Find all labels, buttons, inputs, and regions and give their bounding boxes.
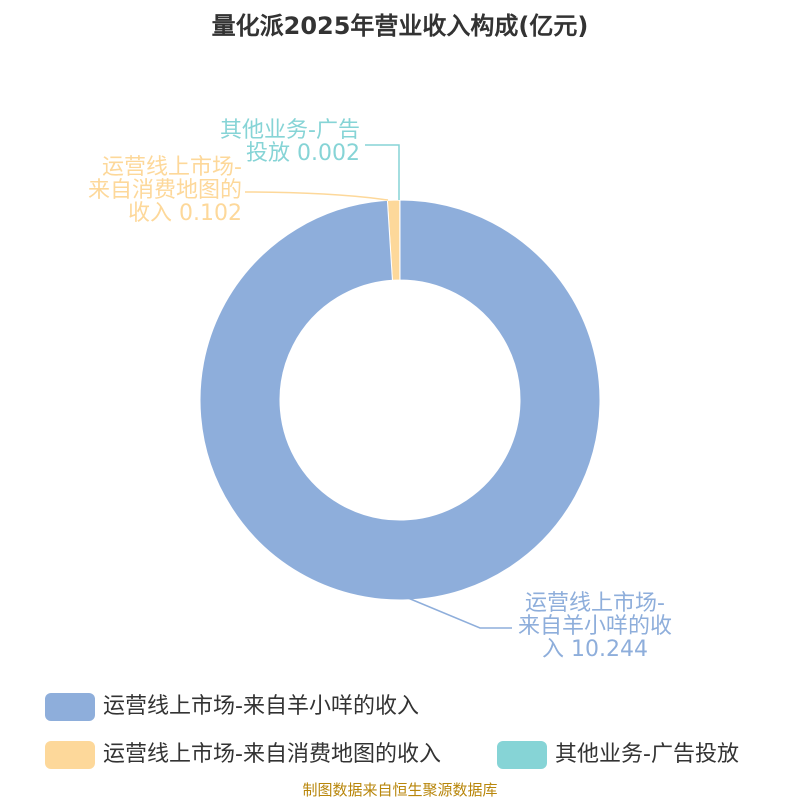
label-value: 0.002 [297, 141, 360, 166]
label-name: 其他业务-广告投放 [220, 118, 360, 166]
leader-line [365, 144, 400, 200]
label-name: 运营线上市场-来自羊小咩的收入 [517, 591, 672, 662]
chart-title: 量化派2025年营业收入构成(亿元) [211, 12, 589, 40]
legend-swatch [497, 741, 547, 769]
data-label: 其他业务-广告投放 0.002 [200, 119, 360, 165]
legend-label[interactable]: 运营线上市场-来自羊小咩的收入 [103, 694, 419, 719]
leader-line [244, 191, 389, 201]
legend-label[interactable]: 运营线上市场-来自消费地图的收入 [103, 742, 441, 767]
label-value: 0.102 [179, 201, 242, 226]
data-label: 运营线上市场-来自羊小咩的收入 10.244 [515, 592, 675, 661]
legend-label[interactable]: 其他业务-广告投放 [555, 742, 739, 767]
legend-swatch [45, 693, 95, 721]
pie-slice [199, 199, 601, 601]
label-value: 10.244 [571, 637, 648, 662]
data-label: 运营线上市场-来自消费地图的收入 0.102 [82, 156, 242, 225]
legend-swatch [45, 741, 95, 769]
leader-line [407, 597, 512, 629]
label-name: 运营线上市场-来自消费地图的收入 [87, 155, 242, 226]
source-note: 制图数据来自恒生聚源数据库 [302, 781, 498, 799]
